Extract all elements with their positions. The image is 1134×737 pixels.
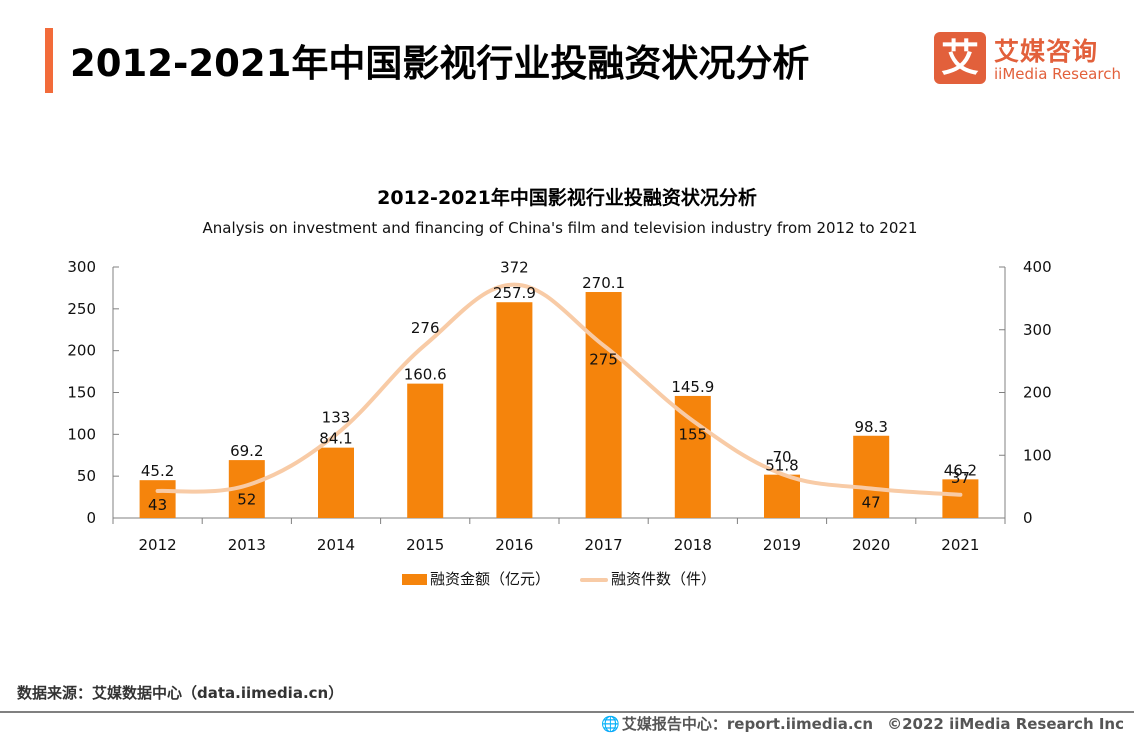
left-y-tick-label: 50 (77, 467, 96, 485)
bar-data-label: 84.1 (319, 430, 352, 448)
bar-series (139, 292, 979, 518)
right-y-tick-label: 100 (1023, 446, 1052, 464)
left-y-tick-label: 200 (67, 342, 96, 360)
line-data-label: 37 (951, 469, 970, 487)
bar-data-label: 145.9 (671, 378, 714, 396)
footer-divider (0, 711, 1134, 713)
right-y-tick-label: 400 (1023, 258, 1052, 276)
bar (139, 480, 176, 518)
legend-bar-swatch (402, 574, 427, 585)
legend-item-amount: 融资金额（亿元） (402, 568, 550, 589)
globe-icon: 🌐 (601, 715, 620, 733)
line-data-label: 43 (148, 496, 167, 514)
report-center-link[interactable]: 艾媒报告中心：report.iimedia.cn (621, 715, 874, 733)
left-y-tick-label: 100 (67, 425, 96, 443)
bar (318, 447, 354, 518)
data-labels: 45.2 69.2 84.1 160.6 257.9 270.1 145.9 51.8 98.3… (141, 259, 977, 514)
x-tick-label: 2012 (139, 536, 177, 554)
left-y-tick-label: 0 (86, 509, 96, 527)
legend-item-count: 融资件数（件） (580, 568, 716, 589)
line-data-label: 52 (237, 490, 256, 508)
left-y-tick-label: 250 (67, 300, 96, 318)
logo-chinese-name: 艾媒咨询 (994, 37, 1099, 66)
axes: 0 50 100 150 200 250 300 0 100 200 300 400 2012 2013 2… (67, 258, 1051, 554)
x-tick-label: 2017 (585, 536, 623, 554)
line-data-label: 155 (678, 426, 707, 444)
brand-logo: 艾 艾媒咨询 iiMedia Research (934, 32, 1124, 86)
x-tick-label: 2015 (406, 536, 444, 554)
bar (853, 435, 890, 518)
bar-data-label: 46.2 (944, 461, 977, 479)
right-y-tick-label: 200 (1023, 384, 1052, 402)
bar (674, 395, 711, 518)
bar (407, 383, 444, 518)
left-y-tick-label: 300 (67, 258, 96, 276)
bar-data-label: 45.2 (141, 462, 174, 480)
x-tick-label: 2019 (763, 536, 801, 554)
x-tick-label: 2014 (317, 536, 355, 554)
logo-english-name: iiMedia Research (994, 65, 1121, 83)
line-path (155, 282, 963, 497)
right-y-tick-label: 0 (1023, 509, 1033, 527)
x-tick-label: 2020 (852, 536, 890, 554)
line-data-label: 70 (772, 448, 791, 466)
bar (496, 302, 533, 518)
x-tick-label: 2013 (228, 536, 266, 554)
bar-data-label: 270.1 (582, 274, 625, 292)
bar (942, 479, 979, 518)
legend-line-swatch (580, 577, 608, 582)
bar-data-label: 257.9 (493, 284, 536, 302)
bar-data-label: 160.6 (404, 366, 447, 384)
chart-title: 2012-2021年中国影视行业投融资状况分析 (377, 187, 757, 209)
bar-data-label: 51.8 (765, 457, 798, 475)
copyright: ©2022 iiMedia Research Inc (887, 715, 1124, 733)
line-data-label: 275 (589, 350, 618, 368)
bar-data-label: 98.3 (854, 418, 887, 436)
right-y-tick-label: 300 (1023, 321, 1052, 339)
page-title: 2012-2021年中国影视行业投融资状况分析 (70, 42, 810, 85)
line-data-label: 276 (411, 319, 440, 337)
logo-mark-icon: 艾 (934, 32, 986, 84)
legend-label-amount: 融资金额（亿元） (430, 570, 551, 588)
line-data-label: 133 (322, 409, 351, 427)
title-accent-bar (45, 28, 53, 93)
x-tick-label: 2021 (941, 536, 979, 554)
legend-label-count: 融资件数（件） (611, 570, 717, 588)
data-source: 数据来源：艾媒数据中心（data.iimedia.cn） (17, 684, 344, 702)
x-tick-label: 2016 (495, 536, 533, 554)
bar-data-label: 69.2 (230, 442, 263, 460)
x-tick-label: 2018 (674, 536, 712, 554)
line-data-label: 47 (862, 494, 881, 512)
bar (764, 474, 800, 518)
line-series (155, 282, 963, 497)
left-y-tick-label: 150 (67, 384, 96, 402)
bar (585, 292, 622, 518)
footer: 🌐 艾媒报告中心：report.iimedia.cn ©2022 iiMedia R… (601, 713, 1124, 734)
chart-subtitle: Analysis on investment and financing of … (202, 219, 918, 237)
line-data-label: 372 (500, 259, 529, 277)
